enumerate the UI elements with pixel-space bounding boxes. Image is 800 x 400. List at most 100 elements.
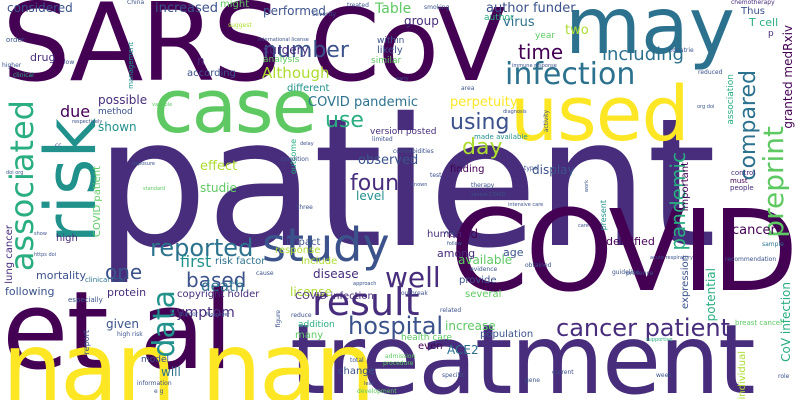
word-day: day <box>462 135 503 160</box>
word-effect: effect <box>200 159 238 174</box>
word-management: management <box>127 42 135 89</box>
word-countrie: countrie <box>669 47 694 54</box>
word-made-available: made available <box>474 133 528 141</box>
word-well: well <box>385 261 441 294</box>
word-might: might <box>220 0 250 10</box>
word-although: Although <box>262 64 330 82</box>
word-drug: drug <box>30 51 56 64</box>
word-standard: standard <box>143 186 166 192</box>
word-version-posted: version posted <box>370 127 437 137</box>
word-model: model <box>141 355 170 365</box>
word-may: may <box>565 0 735 72</box>
word-gene: gene <box>525 377 540 384</box>
word-et-al: et al <box>2 269 233 394</box>
word-related: related <box>440 307 462 314</box>
word-area: area <box>461 85 475 92</box>
word-age: age <box>503 246 524 259</box>
word-reduced: reduced <box>698 69 723 76</box>
word-among: among <box>437 247 476 260</box>
word-two: two <box>565 23 589 38</box>
word-considered: considered <box>7 1 73 15</box>
word-follow: follow <box>447 241 462 247</box>
word-suggest: suggest <box>228 22 252 29</box>
word-preprint: preprint <box>757 126 790 238</box>
word-china: China <box>127 0 145 6</box>
word-e-g: e g <box>154 388 164 395</box>
word-first: first <box>180 252 212 271</box>
word-health-care: health care <box>401 333 452 343</box>
word-delay: delay <box>300 141 314 147</box>
word-expression: expression <box>680 255 691 309</box>
word-finding: finding <box>450 164 485 175</box>
word-sars: SARS <box>2 0 281 106</box>
word-possible: possible <box>98 93 148 107</box>
word-potential: potential <box>704 268 718 322</box>
word-t-cell: T cell <box>749 16 779 29</box>
word-result: result <box>312 280 420 324</box>
word-test: test <box>430 172 442 179</box>
word-guideline: guideline <box>612 269 640 276</box>
word-shown: shown <box>98 120 137 134</box>
word-nan-nan: nan nan <box>2 312 376 400</box>
word-activity: activity <box>543 110 550 133</box>
word-n: n <box>197 54 205 68</box>
word-patient: patient <box>95 80 716 287</box>
word-comorbidities: comorbidities <box>393 148 434 155</box>
word-specific: specific <box>442 372 465 379</box>
word-different: different <box>287 83 330 94</box>
word-three: three <box>297 204 313 211</box>
word-covid: COVID <box>450 187 798 317</box>
word-risk-factor: risk factor <box>215 256 266 267</box>
word-based: based <box>186 268 247 292</box>
word-several: several <box>465 289 502 300</box>
word-association: association <box>726 74 736 125</box>
word-cause: cause <box>256 270 274 277</box>
word-ace2: ACE2 <box>447 343 479 357</box>
word-limited: limited <box>372 136 393 143</box>
word-addition: addition <box>298 320 335 330</box>
word-smoking: smoking <box>424 4 450 11</box>
word-covid-pandemic: COVID pandemic <box>308 95 419 110</box>
word-increase: increase <box>445 319 496 333</box>
word-higher: higher <box>2 62 22 69</box>
word-provide: provide <box>459 275 497 286</box>
word-cov: CoV <box>310 0 505 104</box>
word-obtained: obtained <box>525 262 552 269</box>
word-surgery: surgery <box>263 43 309 57</box>
word-individual: individual <box>737 351 748 400</box>
word-cc: cc <box>55 142 62 149</box>
word-international-license: international license <box>258 37 309 43</box>
word-high: high <box>56 233 78 244</box>
word-disease: disease <box>313 267 359 281</box>
word-covid-patient: COVID patient <box>92 166 103 237</box>
word-even: even <box>418 341 443 352</box>
word-observed: observed <box>358 153 419 168</box>
word-approach: approach <box>353 281 377 287</box>
word-level: level <box>356 189 385 203</box>
word-will: will <box>161 365 181 379</box>
word-control: control <box>731 169 756 177</box>
word-therapy: therapy <box>471 182 495 189</box>
word-clinical-trial: clinical trial <box>85 276 126 284</box>
word-similar: similar <box>371 56 402 66</box>
word-org-doi: org doi <box>697 104 715 110</box>
word-table: Table <box>375 1 412 17</box>
word-include: include <box>301 256 338 267</box>
word-evidence: evidence <box>470 266 498 273</box>
word-study: study <box>262 218 390 272</box>
word-clinical: clinical <box>13 72 34 79</box>
word-treated: treated <box>347 2 369 9</box>
word-breast-cancer: breast cancer <box>735 319 783 327</box>
word-response: response <box>275 245 321 256</box>
word-thus: Thus <box>741 6 765 17</box>
word-exposure: exposure <box>132 161 155 167</box>
word-sample: sample <box>762 241 784 248</box>
word-death: death <box>201 277 245 295</box>
word-presence: presence <box>626 270 654 277</box>
word-treatment: treatment <box>290 304 756 400</box>
word-information: information <box>137 380 172 387</box>
word-known: known <box>411 182 428 188</box>
word-especially: especially <box>68 296 103 304</box>
word-severe-covid: severe COVID <box>471 192 506 198</box>
word-new: new <box>445 230 456 236</box>
